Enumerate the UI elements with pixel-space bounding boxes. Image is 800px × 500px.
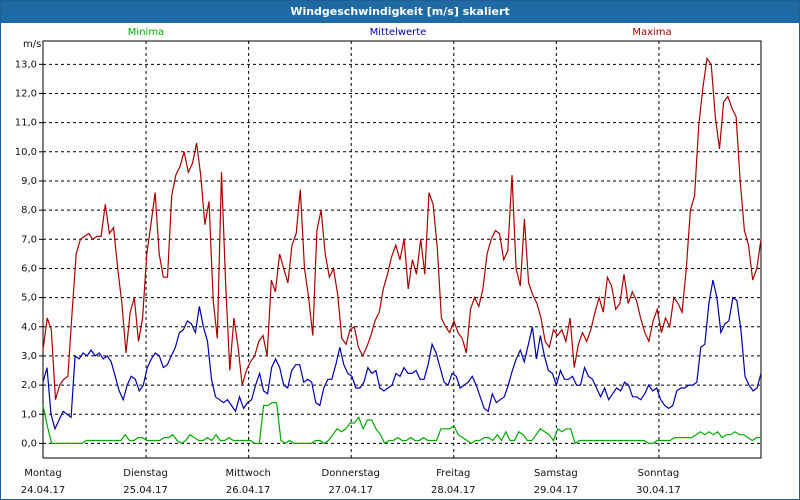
legend-item: Maxima	[632, 27, 671, 38]
series-line-minima	[42, 402, 761, 445]
x-day-label: Montag	[24, 468, 61, 479]
window-title: Windgeschwindigkeit [m/s] skaliert	[1, 1, 799, 23]
x-date-label: 30.04.17	[636, 485, 681, 496]
y-tick-label: 12,0	[15, 88, 37, 99]
y-tick-label: 4,0	[21, 322, 37, 333]
y-tick-label: 13,0	[15, 59, 37, 70]
series-line-mittelwerte	[42, 279, 762, 431]
y-tick-label: 1,0	[21, 409, 37, 420]
x-date-label: 29.04.17	[534, 485, 579, 496]
x-day-label: Dienstag	[123, 468, 168, 479]
series-line-maxima	[42, 56, 762, 400]
y-axis-label: m/s	[23, 39, 41, 50]
legend-item: Mittelwerte	[370, 27, 427, 38]
x-date-label: 28.04.17	[431, 485, 476, 496]
y-tick-label: 3,0	[21, 351, 37, 362]
y-tick-label: 11,0	[15, 118, 37, 129]
y-tick-label: 6,0	[21, 263, 37, 274]
x-date-label: 25.04.17	[123, 485, 168, 496]
x-day-label: Sonntag	[638, 468, 680, 479]
y-tick-label: 9,0	[21, 176, 37, 187]
y-tick-label: 5,0	[21, 293, 37, 304]
x-date-label: 26.04.17	[226, 485, 271, 496]
x-day-label: Mittwoch	[225, 468, 270, 479]
y-tick-label: 0,0	[21, 438, 37, 449]
y-tick-label: 10,0	[15, 147, 37, 158]
x-day-label: Samstag	[534, 468, 578, 479]
legend-item: Minima	[128, 27, 164, 38]
y-tick-label: 7,0	[21, 234, 37, 245]
y-tick-label: 2,0	[21, 380, 37, 391]
x-date-label: 24.04.17	[21, 485, 66, 496]
y-tick-label: 8,0	[21, 205, 37, 216]
x-day-label: Freitag	[436, 468, 470, 479]
x-day-label: Donnerstag	[322, 468, 380, 479]
x-date-label: 27.04.17	[328, 485, 373, 496]
